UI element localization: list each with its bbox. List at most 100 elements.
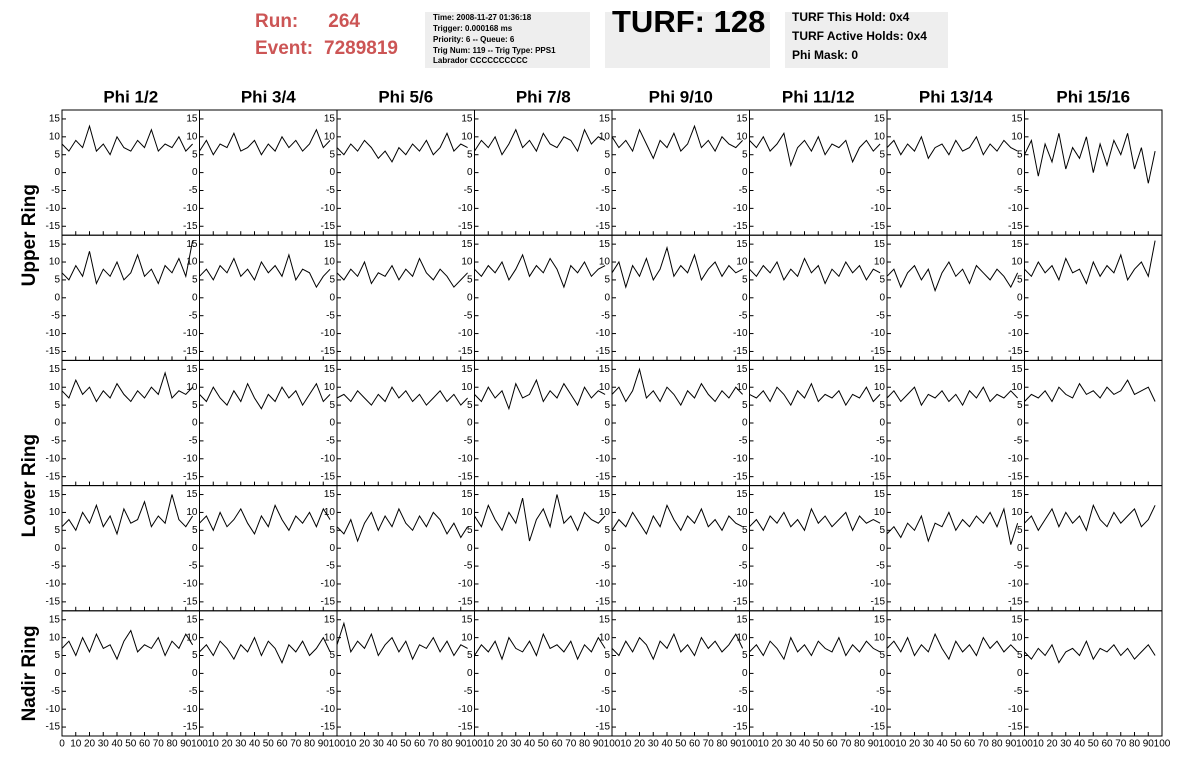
- y-tick-label: 10: [736, 507, 748, 518]
- y-tick-label: 15: [1011, 239, 1023, 250]
- x-tick-label: 60: [689, 739, 701, 750]
- y-tick-label: 5: [879, 149, 885, 160]
- x-tick-label: 80: [991, 739, 1003, 750]
- y-tick-label: 0: [879, 543, 885, 554]
- y-tick-label: 10: [186, 507, 198, 518]
- y-tick-label: -10: [596, 453, 611, 464]
- y-tick-label: -5: [464, 561, 473, 572]
- y-tick-label: -5: [464, 686, 473, 697]
- y-tick-label: -15: [1008, 596, 1023, 607]
- panel-frame: [749, 234, 888, 361]
- y-tick-label: -15: [1008, 722, 1023, 733]
- turf-box: [605, 12, 770, 68]
- y-tick-label: -10: [596, 328, 611, 339]
- y-tick-label: 0: [742, 292, 748, 303]
- y-tick-label: 10: [186, 131, 198, 142]
- y-tick-label: 15: [1011, 114, 1023, 125]
- panel-frame: [1024, 359, 1163, 487]
- y-tick-label: 0: [1017, 167, 1023, 178]
- x-tick-label: 50: [813, 739, 825, 750]
- y-tick-label: -15: [596, 471, 611, 482]
- y-tick-label: 0: [1017, 292, 1023, 303]
- y-tick-label: -10: [321, 328, 336, 339]
- y-tick-label: -10: [458, 203, 473, 214]
- y-tick-label: -15: [321, 471, 336, 482]
- x-tick-label: 40: [1074, 739, 1086, 750]
- x-tick-label: 40: [936, 739, 948, 750]
- panel-frame: [199, 485, 338, 612]
- y-tick-label: -15: [183, 471, 198, 482]
- y-tick-label: 15: [186, 614, 198, 625]
- y-tick-label: 15: [736, 489, 748, 500]
- x-tick-label: 50: [263, 739, 275, 750]
- y-tick-label: -10: [321, 453, 336, 464]
- trace: [1024, 240, 1156, 285]
- y-tick-label: -5: [876, 310, 885, 321]
- x-tick-label: 90: [1143, 739, 1155, 750]
- y-tick-label: 10: [599, 131, 611, 142]
- y-tick-label: 15: [599, 239, 611, 250]
- x-tick-label: 10: [758, 739, 770, 750]
- y-tick-label: 5: [192, 275, 198, 286]
- y-tick-label: 0: [54, 167, 60, 178]
- x-tick-label: 100: [604, 739, 621, 750]
- trace: [886, 632, 1018, 661]
- y-tick-label: 10: [1011, 632, 1023, 643]
- row-title: Upper Ring: [19, 184, 40, 286]
- y-tick-label: 10: [1011, 382, 1023, 393]
- trace: [336, 507, 469, 543]
- x-tick-label: 30: [98, 739, 110, 750]
- y-tick-label: 0: [192, 292, 198, 303]
- x-tick-label: 30: [648, 739, 660, 750]
- panel-frame: [1024, 234, 1163, 361]
- x-tick-label: 80: [166, 739, 178, 750]
- trace: [749, 132, 881, 168]
- x-tick-label: 10: [895, 739, 907, 750]
- turf-info-box: [785, 12, 948, 68]
- y-tick-label: 5: [192, 525, 198, 536]
- y-tick-label: -10: [46, 704, 61, 715]
- y-tick-label: 15: [186, 114, 198, 125]
- trace: [1024, 133, 1156, 184]
- y-tick-label: 5: [1017, 525, 1023, 536]
- y-tick-label: -15: [46, 221, 61, 232]
- x-tick-label: 90: [455, 739, 467, 750]
- y-tick-label: 10: [324, 632, 336, 643]
- turf-title: TURF: 128: [612, 4, 765, 39]
- y-tick-label: 0: [742, 543, 748, 554]
- y-tick-label: -10: [46, 328, 61, 339]
- column-title: Phi 9/10: [649, 87, 713, 106]
- run-label: Run:: [255, 11, 298, 32]
- y-tick-label: 15: [49, 489, 61, 500]
- x-tick-label: 40: [524, 739, 536, 750]
- x-tick-label: 80: [1129, 739, 1141, 750]
- y-tick-label: -15: [321, 596, 336, 607]
- y-tick-label: -10: [46, 453, 61, 464]
- panel-frame: [199, 234, 338, 361]
- y-tick-label: 0: [879, 418, 885, 429]
- y-tick-label: 10: [736, 382, 748, 393]
- x-tick-label: 20: [359, 739, 371, 750]
- y-tick-label: -5: [1014, 561, 1023, 572]
- y-tick-label: 0: [1017, 543, 1023, 554]
- trace: [886, 135, 1018, 160]
- y-tick-label: -5: [326, 561, 335, 572]
- y-tick-label: 0: [54, 543, 60, 554]
- y-tick-label: -5: [326, 436, 335, 447]
- x-tick-label: 50: [675, 739, 687, 750]
- y-tick-label: 5: [54, 275, 60, 286]
- y-tick-label: -10: [183, 203, 198, 214]
- y-tick-label: 0: [1017, 668, 1023, 679]
- x-tick-label: 90: [318, 739, 330, 750]
- panel-frame: [611, 359, 750, 487]
- trace: [61, 240, 194, 286]
- panel-frame: [336, 485, 475, 612]
- y-tick-label: 15: [874, 614, 886, 625]
- y-tick-label: 10: [461, 632, 473, 643]
- y-tick-label: 0: [604, 167, 610, 178]
- y-tick-label: -10: [596, 704, 611, 715]
- trace: [1024, 503, 1156, 532]
- y-tick-label: -15: [1008, 471, 1023, 482]
- y-tick-label: -10: [733, 328, 748, 339]
- y-tick-label: -5: [326, 310, 335, 321]
